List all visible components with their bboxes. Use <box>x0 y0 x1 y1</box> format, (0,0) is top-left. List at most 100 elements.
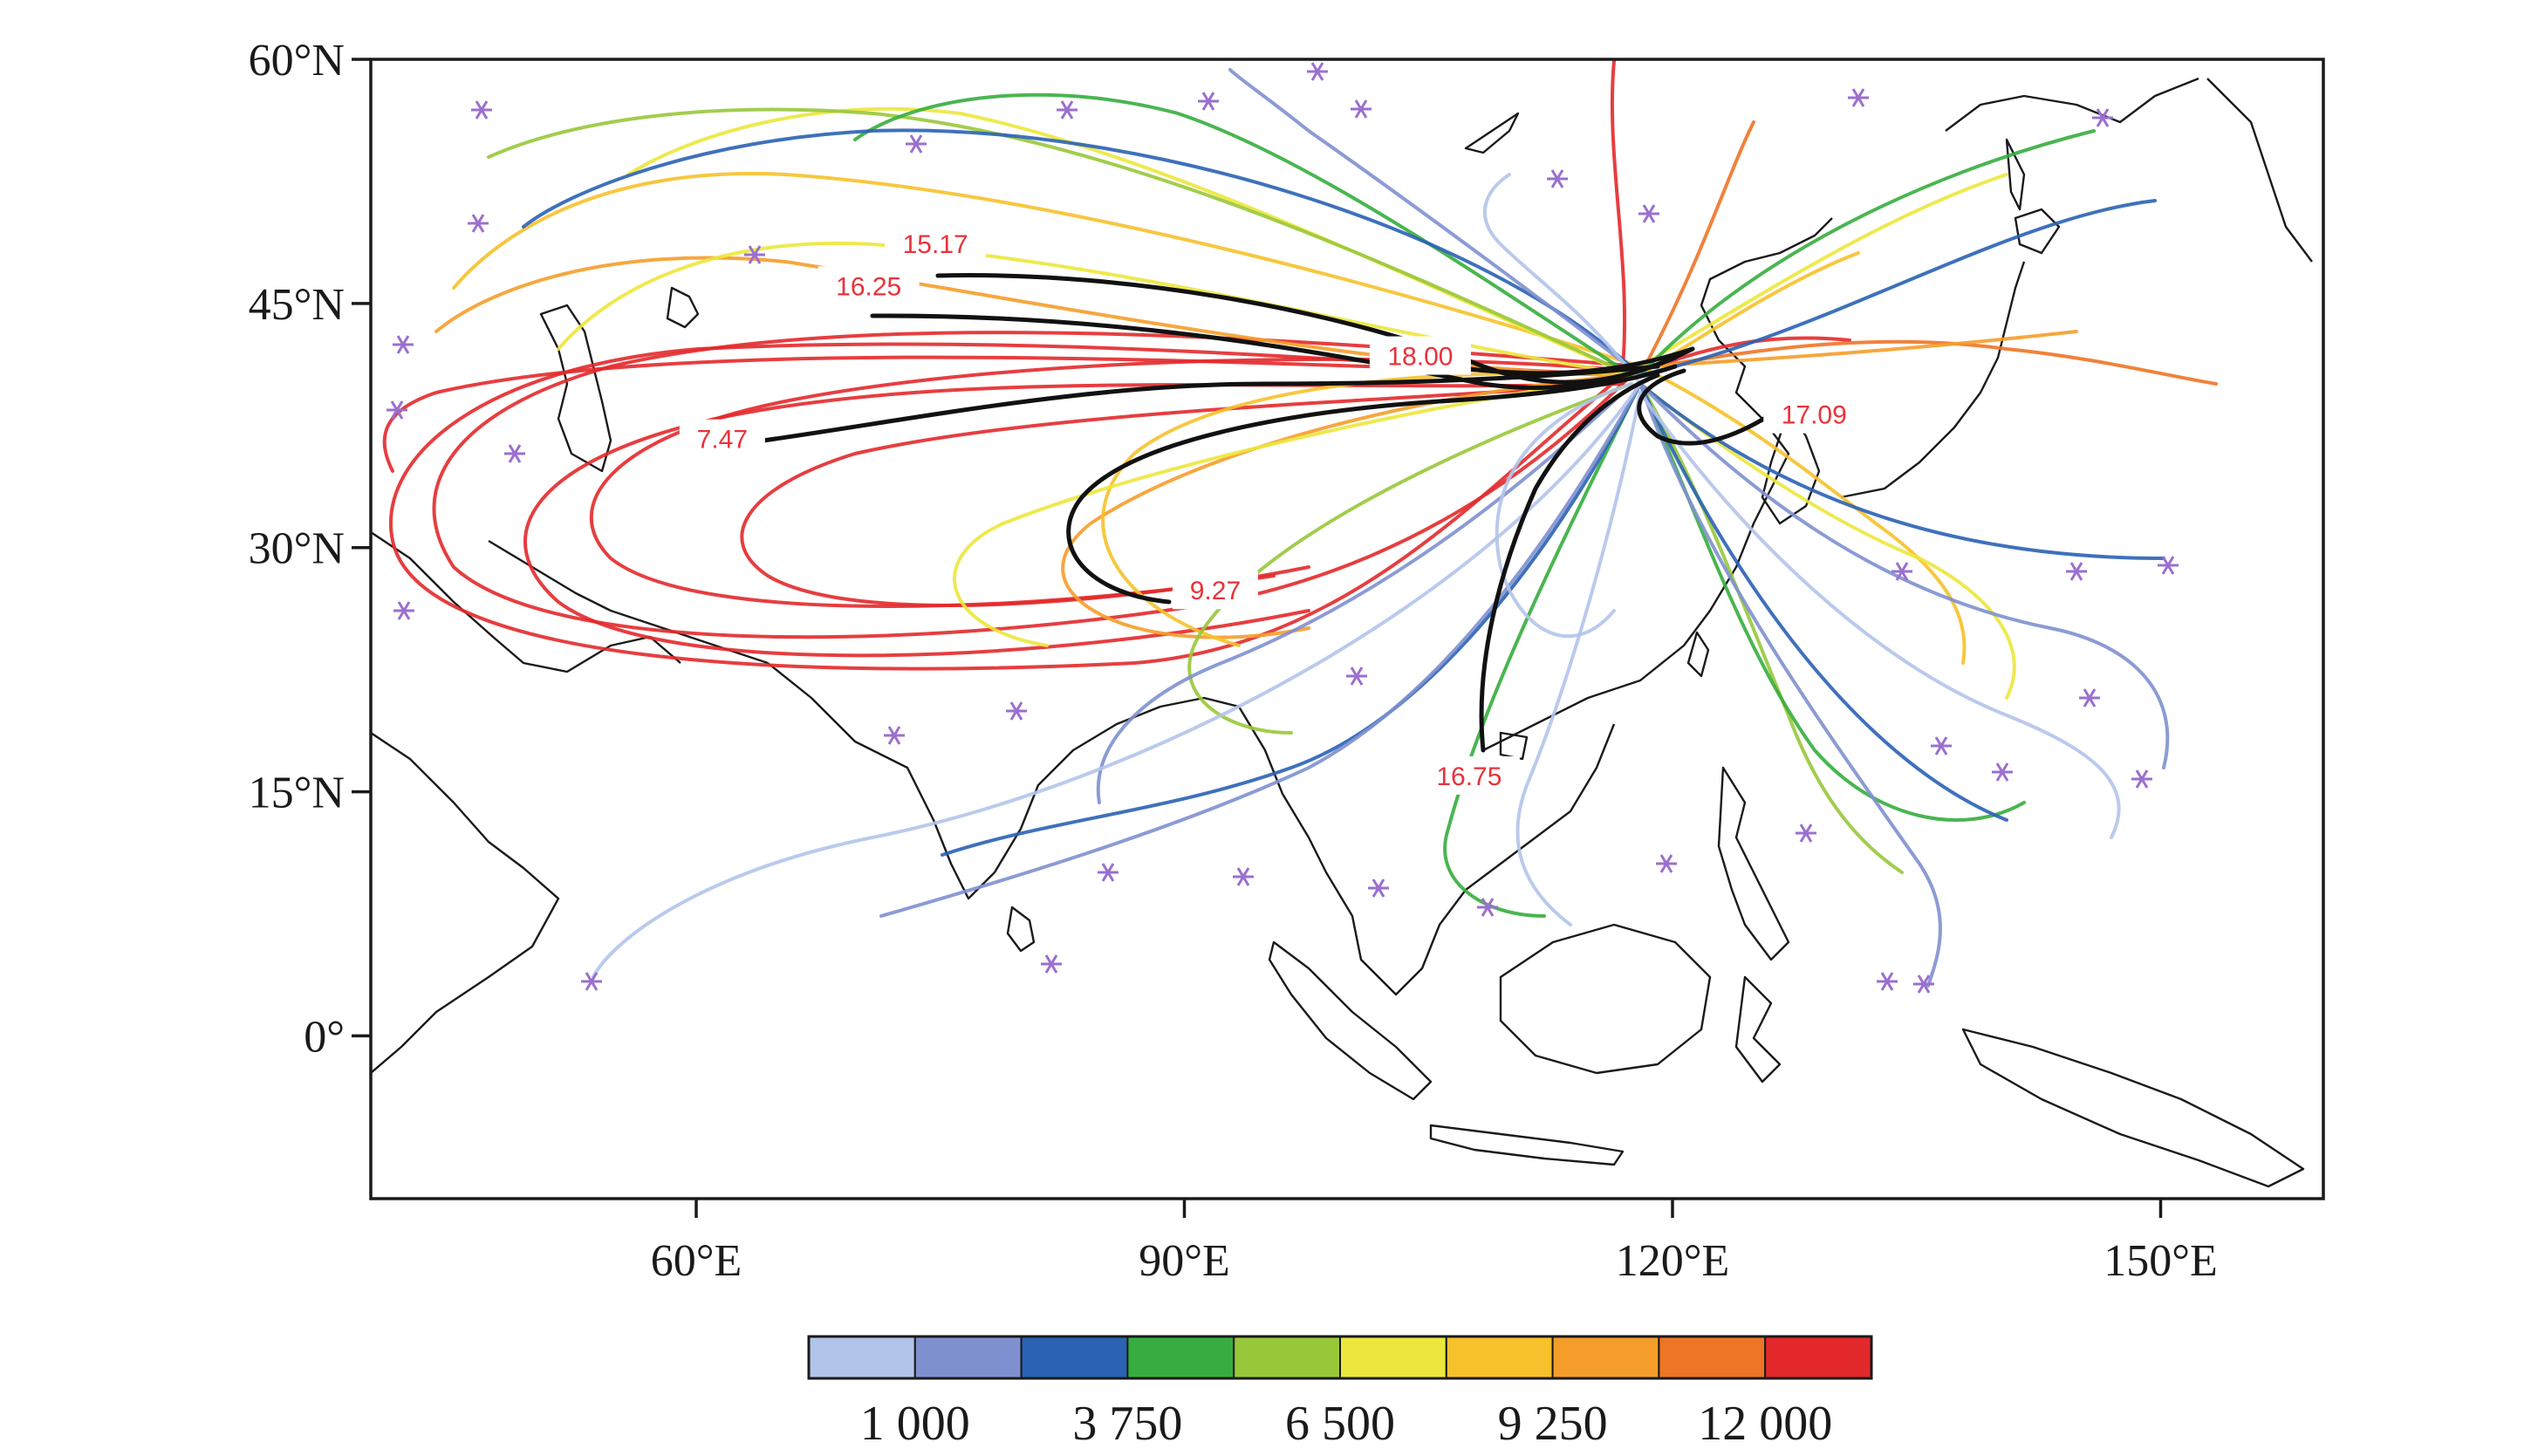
colorbar-frame <box>807 1335 1873 1380</box>
trajectory-line <box>1638 382 2016 700</box>
coastline-south-china <box>1482 217 1833 752</box>
trajectory-line <box>1638 120 1755 377</box>
trajectory-line <box>879 382 1642 918</box>
annotation-box <box>1369 336 1471 375</box>
coastline-sumatra <box>1268 940 1433 1101</box>
start-marker <box>1992 762 2013 782</box>
lat-tick-label: 15°N <box>249 769 345 818</box>
trajectory-line <box>1638 382 2170 769</box>
annotation-text: 9.27 <box>1190 577 1241 605</box>
coastline-hokkaido <box>2014 208 2061 255</box>
trajectory-line <box>1638 382 2008 822</box>
annotation-box <box>885 223 987 263</box>
colorbar-swatch <box>1764 1336 1872 1379</box>
annotation-label: 16.25 <box>817 266 920 305</box>
coastline-sakhalin <box>2005 138 2026 211</box>
trajectory-line <box>1638 365 1967 665</box>
start-marker <box>1848 88 1869 107</box>
coastline-kamchatka <box>2206 78 2313 263</box>
trajectory-line <box>487 107 1633 377</box>
colorbar-label: 1 000 <box>860 1397 970 1451</box>
start-marker <box>1368 878 1389 898</box>
start-marker <box>1198 92 1219 111</box>
start-marker <box>504 444 525 463</box>
coastline-borneo <box>1499 923 1712 1075</box>
coastline-java <box>1429 1124 1625 1166</box>
start-marker <box>1307 62 1328 81</box>
start-marker <box>1041 954 1062 974</box>
colorbar-swatch <box>913 1336 1023 1379</box>
trajectory-line <box>740 382 1616 607</box>
start-marker <box>2079 688 2100 707</box>
annotation-box <box>817 266 920 305</box>
trajectory-line <box>522 128 1642 377</box>
start-marker <box>1891 562 1912 581</box>
trajectory-line <box>1638 391 2121 839</box>
trajectory-line <box>1656 339 2218 386</box>
annotation-label: 18.00 <box>1369 336 1471 375</box>
trajectory-line <box>1638 199 2157 377</box>
start-marker <box>1346 666 1367 686</box>
trajectory-line <box>452 172 1642 368</box>
coastline-okhotsk <box>1945 77 2199 132</box>
trajectory-line <box>853 92 1633 377</box>
coastline-iran <box>488 539 769 665</box>
lon-tick-label: 60°E <box>651 1236 742 1286</box>
trajectory-line <box>1610 59 1627 368</box>
start-marker <box>1351 99 1372 119</box>
coastline-new-guinea <box>1961 1028 2305 1188</box>
trajectory-layer <box>382 59 2218 988</box>
trajectory-line <box>1495 382 1633 639</box>
trajectory-line <box>1096 391 1625 804</box>
trajectory-line <box>1647 330 2078 368</box>
start-marker <box>884 726 905 745</box>
start-marker-layer <box>386 62 2179 994</box>
coastline-sri-lanka <box>1006 906 1036 953</box>
mean-trajectory-line <box>870 313 1695 390</box>
colorbar-swatch <box>808 1336 916 1379</box>
mean-trajectory-layer <box>761 273 1774 753</box>
colorbar-swatch <box>1126 1336 1235 1379</box>
annotation-text: 17.09 <box>1782 401 1847 430</box>
coastline-philippines <box>1717 766 1790 961</box>
trajectory-line <box>1061 373 1642 639</box>
annotation-text: 15.17 <box>903 230 968 259</box>
coastline-arabia <box>371 732 560 1074</box>
annotation-text: 7.47 <box>697 426 748 455</box>
annotation-label: 16.75 <box>1418 755 1520 795</box>
trajectory-line <box>953 373 1633 647</box>
coastline-baikal <box>1464 112 1520 154</box>
trajectory-line <box>1515 391 1642 926</box>
trajectory-line <box>941 382 1642 857</box>
annotation-label: 7.47 <box>679 419 765 458</box>
annotation-text: 16.25 <box>836 272 901 301</box>
trajectory-line <box>592 382 1642 979</box>
annotation-box <box>1418 755 1520 795</box>
colorbar-swatch <box>1445 1336 1554 1379</box>
start-marker <box>393 335 414 354</box>
trajectory-line <box>1638 382 1942 988</box>
annotation-label: 17.09 <box>1763 394 1865 434</box>
start-marker <box>2158 556 2179 575</box>
start-marker <box>744 245 765 264</box>
trajectory-line <box>1638 382 2026 822</box>
start-marker <box>2066 562 2087 581</box>
coastline-indochina <box>1237 706 1616 996</box>
annotation-label: 15.17 <box>885 223 987 263</box>
lon-tick-label: 90°E <box>1139 1236 1230 1286</box>
trajectory-line <box>1638 382 1904 874</box>
coastline-taiwan <box>1686 631 1710 678</box>
annotation-box <box>1172 571 1258 610</box>
colorbar-swatch <box>1233 1336 1341 1379</box>
start-marker <box>1931 736 1952 755</box>
lon-tick-label: 120°E <box>1616 1236 1730 1286</box>
lon-tick-label: 150°E <box>2103 1236 2218 1286</box>
start-marker <box>1233 867 1254 886</box>
annotation-text: 18.00 <box>1387 343 1453 372</box>
colorbar-label: 12 000 <box>1698 1397 1832 1451</box>
colorbar: 1 000 3 750 6 500 9 250 12 000 <box>807 1335 1873 1451</box>
start-marker <box>2092 108 2113 127</box>
colorbar-label: 9 250 <box>1498 1397 1608 1451</box>
